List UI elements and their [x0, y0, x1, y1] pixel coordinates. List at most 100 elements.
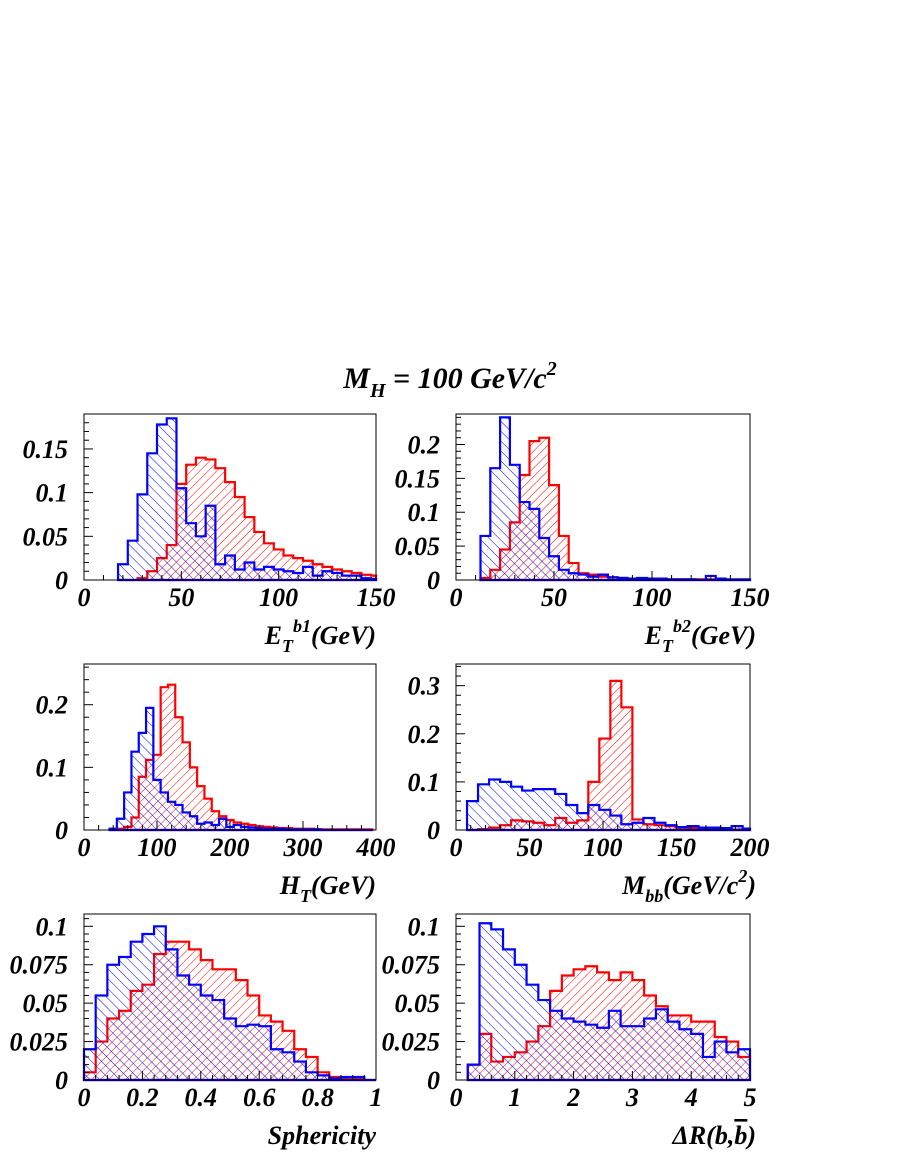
plot-frame [455, 913, 751, 1081]
x-tick-label: 0.6 [243, 1083, 276, 1112]
panel-1: 0 50 100 150 0 0.05 0.1 0.15 ETb1(GeV) [23, 413, 396, 656]
y-tick-label: 0.2 [408, 720, 441, 749]
x-tick-label: 150 [357, 583, 396, 612]
x-tick-label: 400 [356, 833, 396, 862]
x-tick-label: 2 [566, 1083, 580, 1112]
x-tick-label: 100 [259, 583, 298, 612]
x-axis-label: Mbb(GeV/c2) [621, 866, 756, 906]
x-tick-label: 0.2 [126, 1083, 159, 1112]
x-axis-label-main: H [279, 871, 301, 900]
x-tick-label: 0.4 [185, 1083, 218, 1112]
y-tick-label: 0.075 [10, 951, 69, 980]
y-tick-label: 0.05 [395, 989, 441, 1018]
x-tick-label: 100 [138, 833, 177, 862]
y-tick-label: 0.1 [408, 912, 441, 941]
x-tick-label: 4 [684, 1083, 698, 1112]
x-axis-label-tail: (GeV/c [663, 871, 739, 900]
y-tick-label: 0.2 [408, 430, 441, 459]
x-tick-label: 100 [633, 583, 672, 612]
x-tick-label: 0 [78, 1083, 91, 1112]
background-histogram [479, 416, 752, 582]
x-axis-label-main: E [264, 621, 282, 650]
title-eq: = 100 GeV/c [386, 362, 547, 395]
panel-3: 0 100 200 300 400 0 0.1 0.2 HT(GeV) [36, 663, 396, 906]
y-tick-label: 0 [427, 816, 440, 845]
x-tick-label: 50 [541, 583, 567, 612]
y-tick-label: 0.025 [10, 1028, 69, 1057]
title-sub: H [369, 380, 387, 402]
y-tick-label: 0 [427, 1066, 440, 1095]
x-axis-label: ETb2(GeV) [644, 616, 756, 656]
y-tick-label: 0 [427, 566, 440, 595]
background-histogram [82, 925, 376, 1082]
x-tick-label: 5 [744, 1083, 757, 1112]
y-tick-label: 0 [55, 816, 68, 845]
x-axis-label-main: Sphericity [268, 1121, 377, 1150]
x-axis-label-sub: T [300, 886, 312, 906]
y-tick-label: 0.1 [408, 768, 441, 797]
y-tick-label: 0.3 [408, 672, 441, 701]
x-tick-label: 50 [168, 583, 194, 612]
y-tick-label: 0.1 [408, 498, 441, 527]
x-tick-label: 1 [508, 1083, 521, 1112]
y-tick-label: 0.025 [382, 1028, 441, 1057]
x-axis-label-tail: (GeV) [311, 871, 376, 900]
title-main: M [342, 362, 371, 395]
x-tick-label: 150 [731, 583, 770, 612]
x-axis-label-tail: ) [745, 1121, 756, 1150]
title-sup: 2 [546, 358, 557, 380]
panel-4: 0 50 100 150 200 0 0.1 0.2 0.3 Mbb(GeV/c2) [408, 663, 770, 906]
x-tick-label: 0 [78, 583, 91, 612]
background-histogram [116, 417, 378, 582]
x-tick-label: 0 [450, 833, 463, 862]
x-tick-label: 3 [625, 1083, 639, 1112]
x-axis-label-sup: b2 [673, 616, 691, 636]
y-tick-label: 0.05 [395, 532, 441, 561]
panel-5: 0 0.2 0.4 0.6 0.8 1 0 0.025 0.05 0.075 0.1 Spherici… [10, 912, 383, 1150]
page-title: MH = 100 GeV/c2 [342, 358, 557, 402]
x-tick-label: 50 [517, 833, 543, 862]
panel-2: 0 50 100 150 0 0.05 0.1 0.15 0.2 ETb2(GeV) [395, 413, 770, 656]
x-axis-label-sub: bb [645, 886, 663, 906]
x-axis-label-main: M [621, 871, 646, 900]
x-axis-label-main: ΔR(b, [672, 1121, 735, 1150]
panel-6: 0 1 2 3 4 5 0 0.025 0.05 0.075 0.1 ΔR(b,b) [382, 912, 757, 1150]
x-axis-label-tail: (GeV) [691, 621, 756, 650]
x-tick-label: 300 [283, 833, 323, 862]
y-tick-label: 0.1 [36, 753, 69, 782]
x-axis-label-main: E [644, 621, 662, 650]
x-axis-label-sub: T [662, 636, 674, 656]
y-tick-label: 0 [55, 1066, 68, 1095]
plot-frame [83, 913, 377, 1081]
y-tick-label: 0.1 [36, 479, 69, 508]
x-tick-label: 0 [450, 1083, 463, 1112]
plot-frame [455, 413, 751, 581]
x-axis-label-sub: T [282, 636, 294, 656]
x-tick-label: 1 [370, 1083, 383, 1112]
x-tick-label: 0.8 [301, 1083, 334, 1112]
x-axis-label: ΔR(b,b) [672, 1121, 756, 1150]
x-axis-label-tail-end: ) [745, 871, 756, 900]
plot-frame [83, 413, 377, 581]
x-tick-label: 100 [584, 833, 623, 862]
y-tick-label: 0.2 [36, 691, 69, 720]
x-tick-label: 0 [450, 583, 463, 612]
x-tick-label: 200 [210, 833, 250, 862]
x-tick-label: 150 [657, 833, 696, 862]
y-tick-label: 0.075 [382, 951, 441, 980]
x-axis-label-sup: b1 [293, 616, 311, 636]
x-axis-label-tail: (GeV) [311, 621, 376, 650]
x-tick-label: 200 [730, 833, 770, 862]
x-tick-label: 0 [78, 833, 91, 862]
x-axis-label-tail-sup: 2 [737, 866, 747, 886]
y-tick-label: 0.15 [23, 435, 69, 464]
background-histogram [466, 922, 752, 1082]
y-tick-label: 0.15 [395, 464, 441, 493]
x-axis-label-bbar: b [734, 1121, 747, 1150]
x-axis-label: ETb1(GeV) [264, 616, 376, 656]
background-histogram [465, 778, 752, 832]
background-histogram [108, 706, 373, 832]
y-tick-label: 0.05 [23, 989, 69, 1018]
